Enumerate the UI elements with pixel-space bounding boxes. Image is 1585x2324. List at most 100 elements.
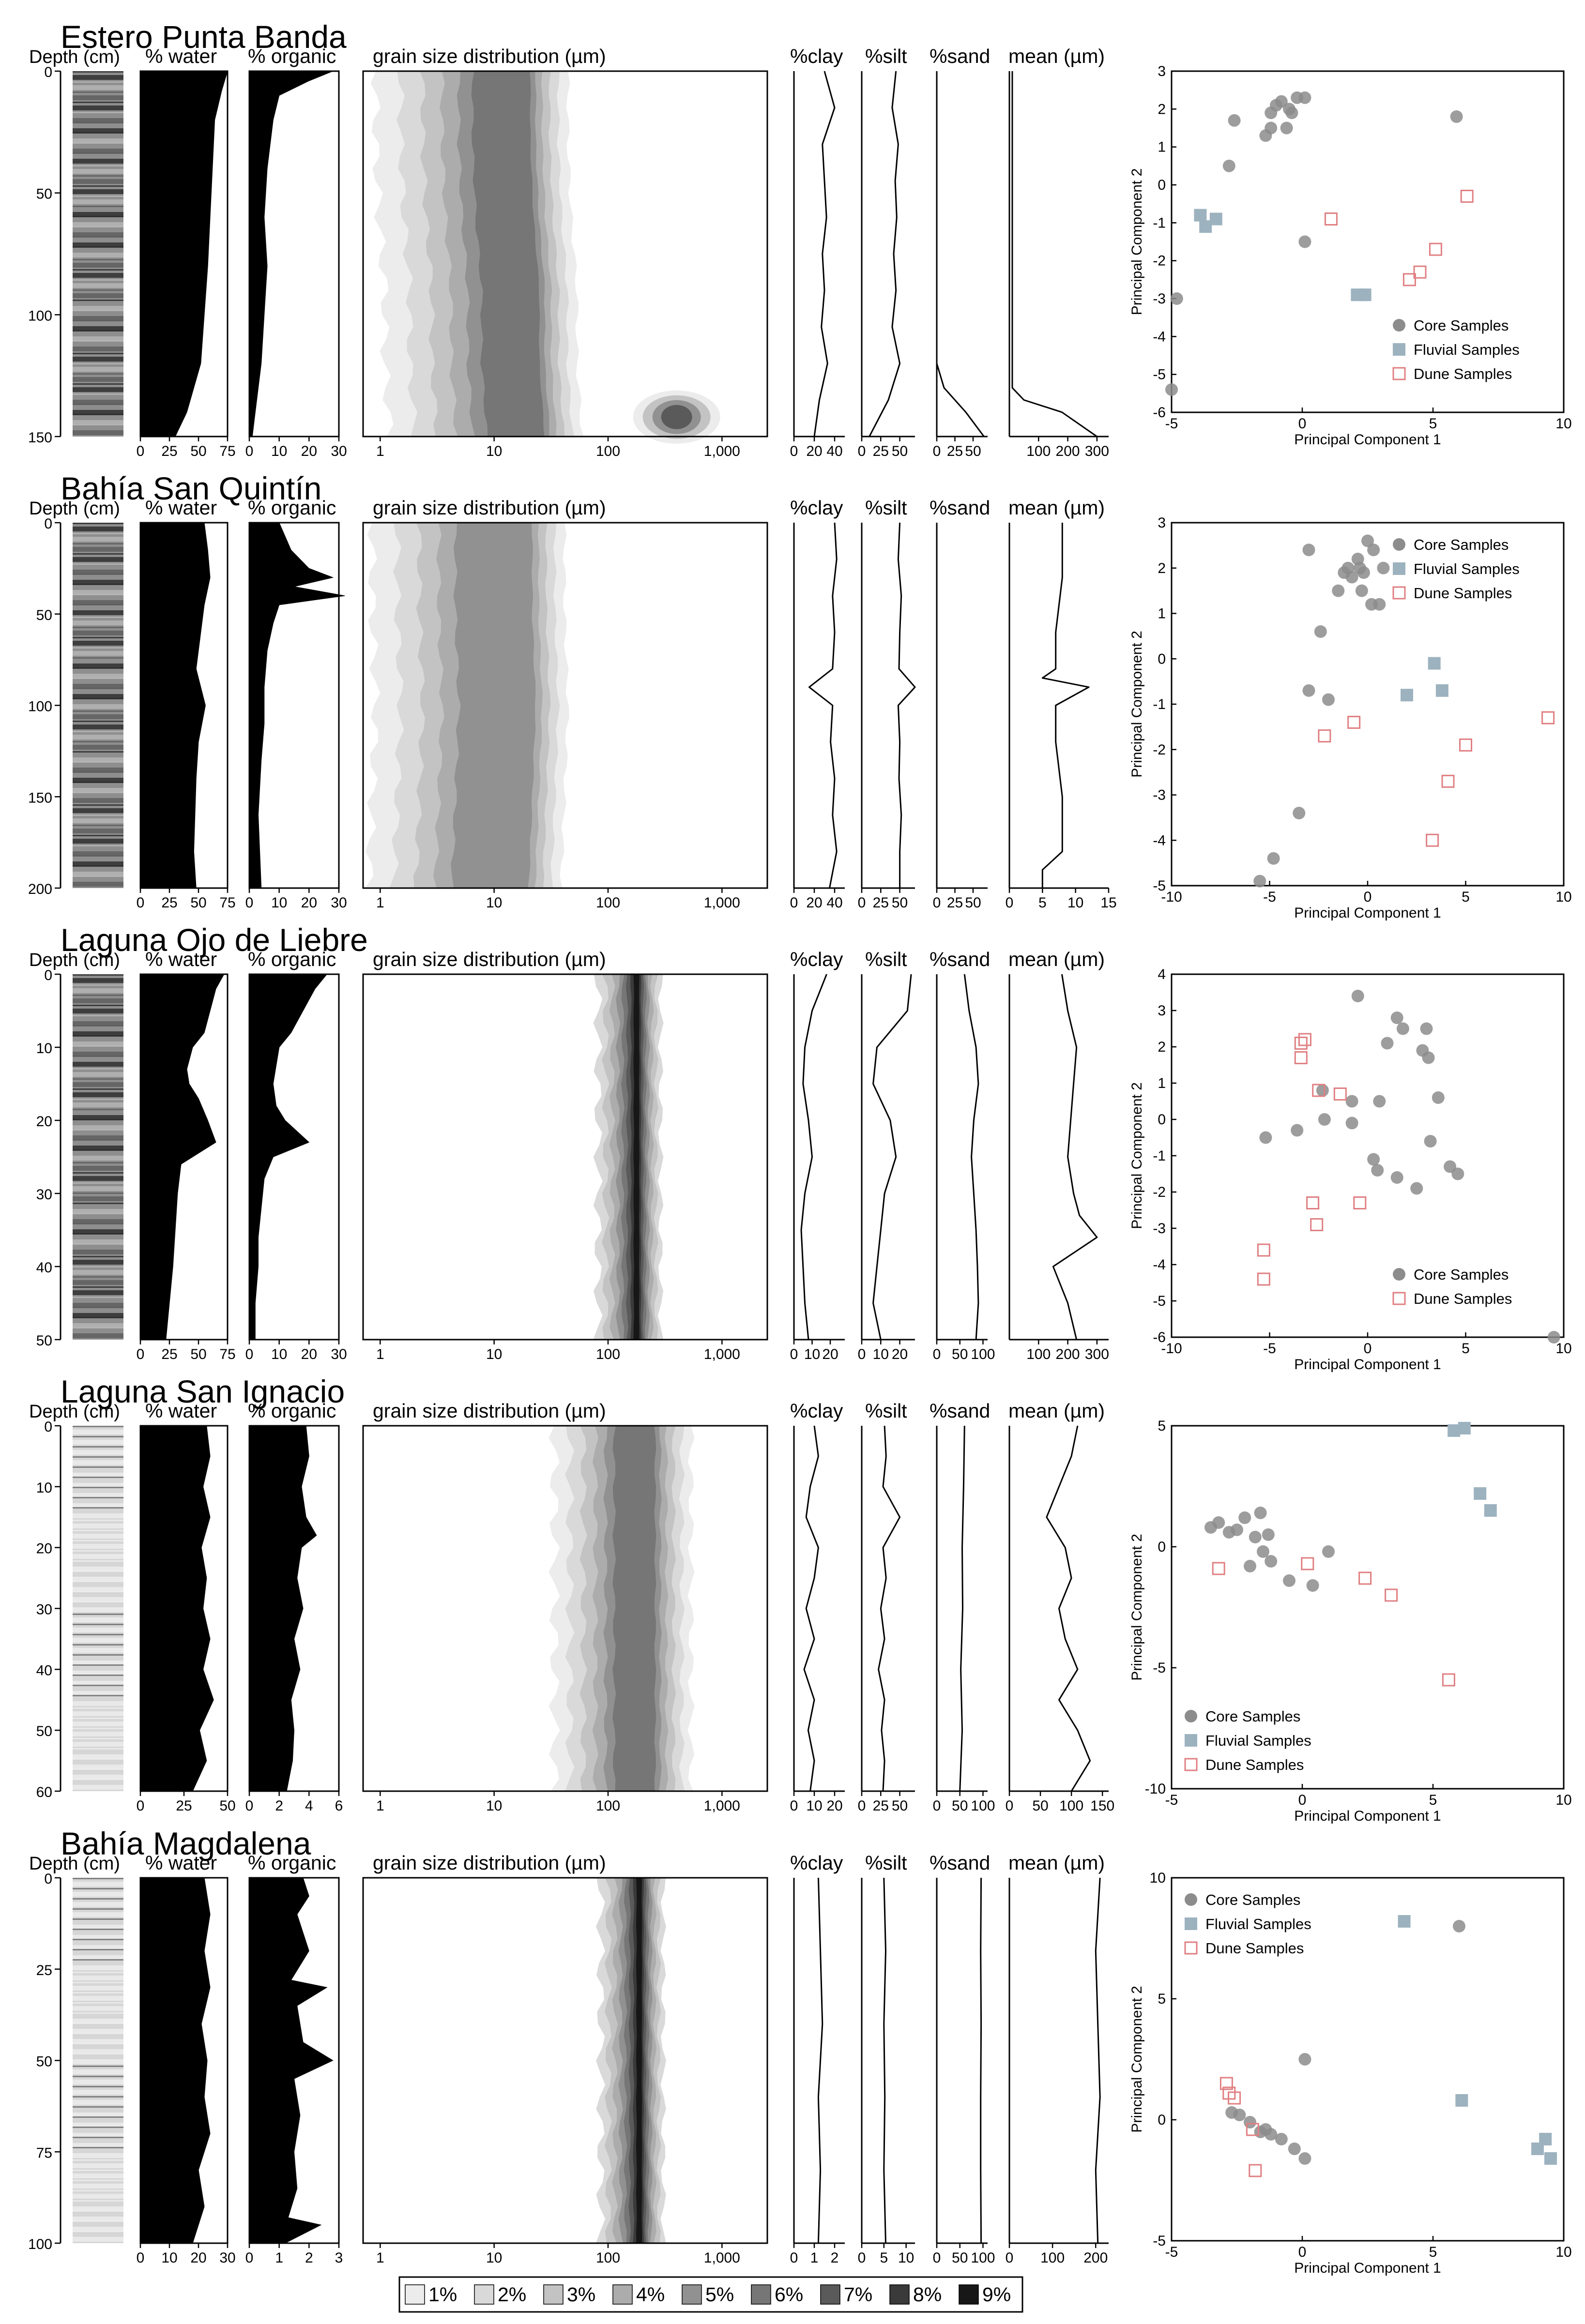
core-photo-band [73,1728,123,1729]
core-photo-band [73,1045,123,1047]
core-photo-band [73,414,123,415]
gsd-tick-label: 10 [486,443,502,459]
legend-core-label: Core Samples [1414,536,1509,553]
core-photo-band [73,1601,123,1602]
core-photo-band [73,825,123,826]
dune-sample-point [1413,265,1427,279]
contour-legend-swatch [959,2284,979,2305]
water-tick-label: 20 [190,2250,206,2266]
sand-tick-label: 100 [971,1346,995,1362]
core-photo-band [73,152,123,154]
core-photo-band [73,2153,123,2158]
core-sample-point [1432,1091,1445,1104]
sand-profile [963,974,979,1340]
core-sample-point [1233,2109,1246,2121]
dune-sample-point [1294,1051,1308,1064]
core-photo-band [73,2133,123,2138]
depth-tick-label: 40 [36,1662,52,1678]
core-photo-band [73,808,123,813]
pca-y-tick-label: -1 [1153,215,1166,231]
pca-x-tick-label: 5 [1429,1792,1437,1808]
core-photo-band [73,710,123,712]
mean-tick-label: 200 [1056,443,1080,459]
pca-y-tick-label: 2 [1158,560,1166,576]
core-photo-band [73,1925,123,1930]
core-photo-band [73,782,123,783]
pca-x-tick-label: 0 [1298,2244,1307,2260]
core-photo-band [73,353,123,354]
core-sample-point [1351,990,1364,1002]
pca-y-tick-label: 0 [1158,2112,1166,2128]
legend-core-marker [1185,1893,1197,1906]
core-sample-point [1390,1171,1403,1184]
core-photo-band [73,714,123,719]
core-photo-band [73,594,123,595]
pca-x-tick-label: 10 [1555,889,1571,905]
pca-y-tick-label: 2 [1158,101,1166,117]
core-photo-band [73,1768,123,1770]
silt-header: %silt [865,1852,907,1874]
contour-legend-swatch [405,2284,425,2305]
core-photo-band [73,1182,123,1184]
core-photo-band [73,731,123,732]
depth-tick-label: 10 [36,1480,52,1496]
gsd-contour [365,523,569,888]
pca-legend: Core Samples Fluvial Samples Dune Samples [1392,536,1520,602]
core-sample-point [1424,1135,1437,1147]
mean-tick-label: 100 [1059,1798,1083,1814]
fluvial-sample-point [1474,1487,1487,1500]
pca-y-tick-label: -5 [1153,1293,1166,1309]
pca-plot: -5 0 5 10 -5 0 5 10 Principal Component 1 Princip… [1129,1870,1572,2276]
pca-y-tick-label: -2 [1153,253,1166,269]
core-photo-band [73,1530,123,1531]
sand-tick-label: 100 [971,1798,995,1814]
core-photo-band [73,678,123,679]
core-photo-band [73,1972,123,1973]
mean-profile [1041,523,1090,888]
water-tick-label: 50 [219,1798,235,1814]
core-photo-band [73,1560,123,1562]
core-sample-point [1298,2053,1311,2066]
pca-y-tick-label: 1 [1158,606,1166,622]
legend-dune-marker [1392,367,1406,380]
clay-header: %clay [790,497,843,519]
dune-sample-point [1353,1196,1367,1209]
core-photo-band [73,792,123,793]
depth-tick-label: 0 [44,1419,52,1435]
silt-profile [883,1877,886,2244]
pca-y-tick-label: 2 [1158,1039,1166,1055]
legend-dune-marker [1392,586,1406,600]
gsd-tick-label: 1,000 [704,1346,740,1362]
site-title: Laguna San Ignacio [61,1373,345,1409]
gsd-tick-label: 1 [376,443,384,459]
core-photo-band [73,1685,123,1686]
core-photo-band [73,1675,123,1676]
core-photo-band [73,2163,123,2168]
pca-x-label: Principal Component 1 [1294,1357,1441,1373]
pca-y-tick-label: 5 [1158,1418,1166,1434]
gsd-sand-mode [661,405,692,429]
pca-y-label: Principal Component 2 [1129,1082,1145,1229]
pca-y-tick-label: 3 [1158,515,1166,531]
water-tick-label: 25 [176,1798,192,1814]
core-photo-band [73,995,123,996]
mean-tick-label: 300 [1085,1346,1109,1362]
organic-tick-label: 3 [335,2250,343,2266]
core-photo-band [73,1779,123,1780]
pca-frame [1171,70,1565,413]
contour-legend-label: 3% [567,2283,595,2306]
core-sample-point [1265,121,1278,135]
core-sample-point [1259,1131,1272,1144]
core-sample-point [1353,561,1366,574]
core-photo-band [73,1270,123,1275]
organic-frame [248,1877,340,2244]
core-sample-point [1371,1164,1384,1177]
silt-profile [897,522,916,888]
depth-tick-label: 20 [36,1114,52,1130]
core-photo-band [73,1172,123,1174]
sand-profile [959,1425,965,1792]
core-photo-band [73,1327,123,1328]
clay-tick-label: 10 [804,1346,820,1362]
core-photo-band [73,563,123,565]
